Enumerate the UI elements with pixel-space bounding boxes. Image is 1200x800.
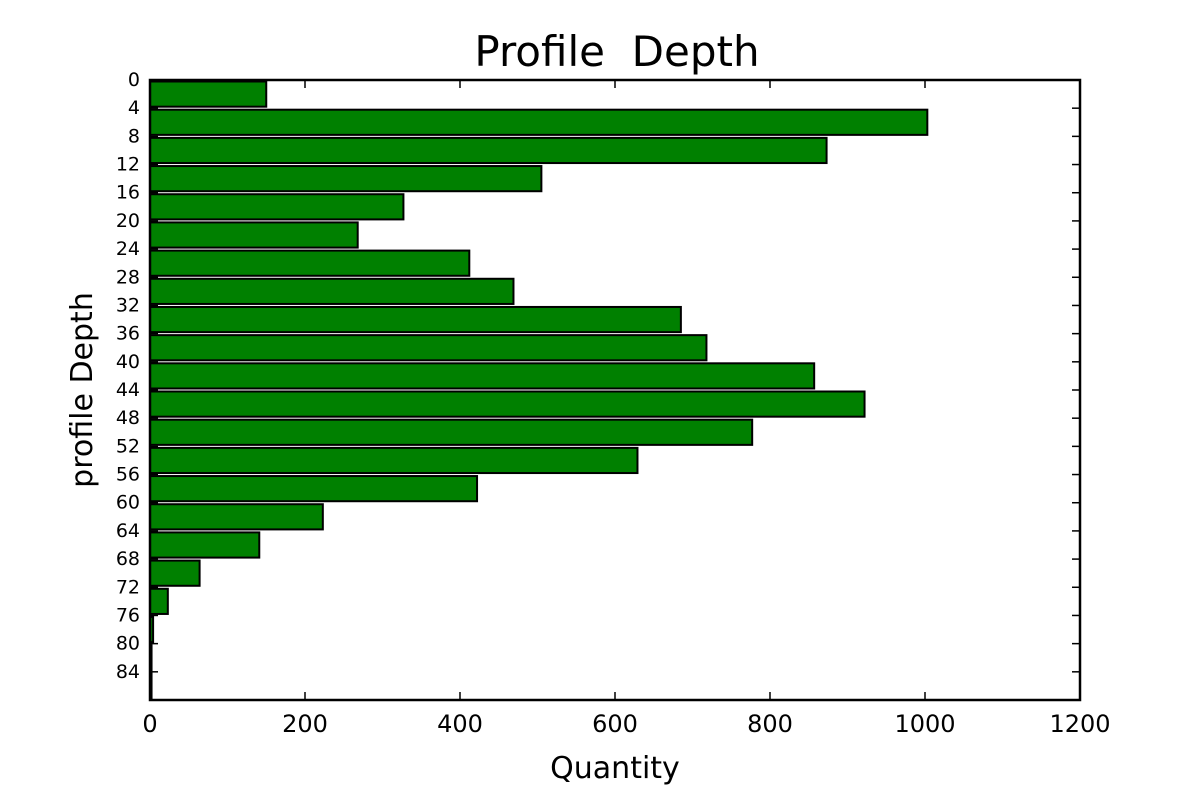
y-tick-label: 32 xyxy=(116,294,140,316)
bar-depth-52 xyxy=(149,446,639,475)
bar-depth-56 xyxy=(149,475,479,503)
y-tick-label: 60 xyxy=(116,492,140,514)
y-tick-label: 0 xyxy=(128,69,140,91)
y-tick-label: 80 xyxy=(116,633,140,655)
bar-depth-32 xyxy=(149,305,682,334)
bar-depth-64 xyxy=(149,531,261,559)
bar-depth-8 xyxy=(149,136,828,165)
y-tick-label: 56 xyxy=(116,464,140,486)
y-tick-label: 76 xyxy=(116,604,140,626)
x-tick-label: 600 xyxy=(592,710,638,738)
y-tick-label: 36 xyxy=(116,323,140,345)
bars-group xyxy=(149,80,929,700)
bar-depth-20 xyxy=(149,221,359,249)
bar-depth-16 xyxy=(149,193,405,221)
bar-depth-60 xyxy=(149,503,324,531)
y-axis-label: profile Depth xyxy=(65,292,100,488)
ticks-group: 0 200 400 600 800 1000 12000481216202428323640… xyxy=(116,69,1111,738)
y-tick-label: 24 xyxy=(116,238,140,260)
y-tick-label: 52 xyxy=(116,435,140,457)
y-tick-label: 40 xyxy=(116,351,140,373)
bar-depth-48 xyxy=(149,418,754,446)
bar-depth-4 xyxy=(149,108,929,136)
y-tick-label: 84 xyxy=(116,661,140,683)
x-tick-label: 1000 xyxy=(894,710,955,738)
y-tick-label: 28 xyxy=(116,266,140,288)
x-tick-label: 400 xyxy=(437,710,483,738)
x-tick-label: 1200 xyxy=(1049,710,1110,738)
bar-depth-72 xyxy=(149,587,169,615)
x-tick-label: 800 xyxy=(747,710,793,738)
chart-title: Profile Depth xyxy=(474,27,759,76)
y-tick-label: 48 xyxy=(116,407,140,429)
bar-depth-68 xyxy=(149,559,201,587)
x-tick-label: 0 xyxy=(142,710,157,738)
bar-depth-0 xyxy=(149,80,268,108)
y-tick-label: 4 xyxy=(128,97,140,119)
bar-depth-28 xyxy=(149,277,515,305)
y-tick-label: 16 xyxy=(116,182,140,204)
y-tick-label: 64 xyxy=(116,520,140,542)
y-tick-label: 68 xyxy=(116,548,140,570)
y-tick-label: 8 xyxy=(128,125,140,147)
bar-depth-24 xyxy=(149,249,471,277)
bar-depth-36 xyxy=(149,334,708,362)
y-tick-label: 72 xyxy=(116,576,140,598)
y-tick-label: 44 xyxy=(116,379,140,401)
bar-depth-12 xyxy=(149,165,543,193)
x-tick-label: 200 xyxy=(282,710,328,738)
plot-frame xyxy=(148,78,1082,702)
y-tick-label: 12 xyxy=(116,154,140,176)
x-axis-label: Quantity xyxy=(550,751,680,786)
bar-depth-44 xyxy=(149,390,866,418)
y-tick-label: 20 xyxy=(116,210,140,232)
bar-depth-40 xyxy=(149,362,816,390)
